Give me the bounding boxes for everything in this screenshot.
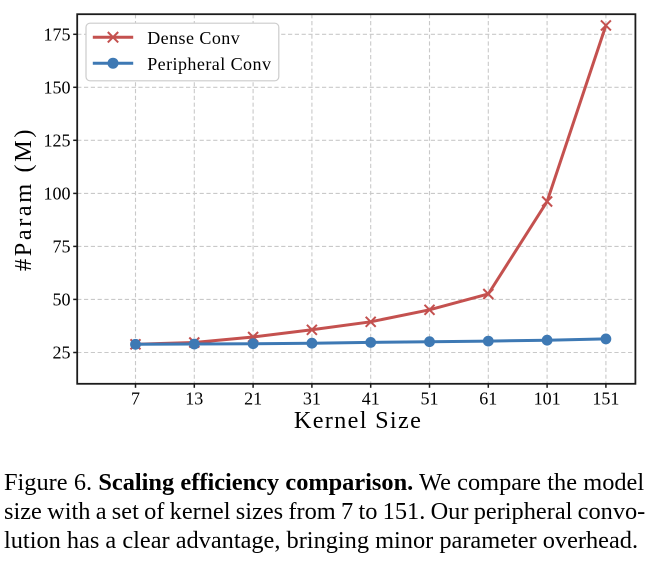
svg-text:51: 51 <box>421 389 439 409</box>
svg-text:175: 175 <box>44 25 71 45</box>
svg-text:25: 25 <box>53 343 71 363</box>
svg-text:Kernel Size: Kernel Size <box>294 407 422 434</box>
svg-text:50: 50 <box>53 290 71 310</box>
svg-text:Dense Conv: Dense Conv <box>147 28 240 48</box>
svg-text:13: 13 <box>185 389 203 409</box>
svg-text:Peripheral Conv: Peripheral Conv <box>147 54 271 74</box>
svg-text:31: 31 <box>303 389 321 409</box>
svg-text:100: 100 <box>44 184 71 204</box>
svg-text:125: 125 <box>44 131 71 151</box>
svg-text:7: 7 <box>131 389 140 409</box>
svg-text:101: 101 <box>534 389 561 409</box>
svg-text:61: 61 <box>479 389 497 409</box>
svg-text:41: 41 <box>362 389 380 409</box>
svg-text:21: 21 <box>244 389 262 409</box>
svg-text:150: 150 <box>44 78 71 98</box>
svg-text:75: 75 <box>53 237 71 257</box>
svg-text:#Param (M): #Param (M) <box>10 127 37 271</box>
svg-text:151: 151 <box>592 389 619 409</box>
